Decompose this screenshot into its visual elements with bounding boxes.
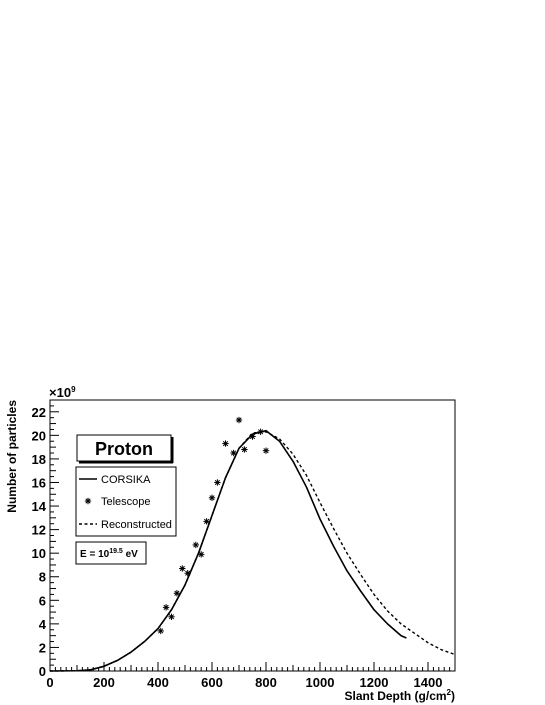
x-tick-label: 0 [46,675,53,690]
telescope-point [241,446,248,453]
legend-label-reconstructed: Reconstructed [101,519,172,531]
telescope-point [235,416,243,424]
series-telescope [157,416,270,635]
x-axis-title: Slant Depth (g/cm2) [345,688,455,703]
y-tick-label: 2 [39,640,46,655]
legend-label-corsika: CORSIKA [101,474,151,486]
x-tick-label: 1000 [306,675,335,690]
y-tick-label: 8 [39,570,46,585]
y-tick-label: 20 [32,428,46,443]
y-tick-label: 18 [32,452,46,467]
telescope-point [192,541,199,549]
telescope-point [262,447,270,454]
y-tick-label: 22 [32,405,46,420]
y-axis-tick-labels: 0 2 4 6 8 10 12 14 16 18 20 22 [32,405,47,679]
telescope-point [203,518,210,525]
series-reconstructed-line [49,431,456,672]
x-tick-label: 400 [147,675,169,690]
legend: CORSIKA Telescope Reconstructed [79,474,172,531]
telescope-point [184,570,191,577]
y-tick-label: 0 [39,664,46,679]
x-tick-label: 800 [255,675,277,690]
legend-entry-corsika: CORSIKA [79,474,151,486]
y-tick-label: 16 [32,475,46,490]
y-tick-label: 14 [32,499,47,514]
x-tick-label: 1200 [360,675,389,690]
telescope-point [179,565,186,572]
proton-label: Proton [95,439,153,459]
y-tick-label: 10 [32,546,46,561]
telescope-point [168,613,175,620]
x-tick-label: 200 [93,675,115,690]
y-multiplier: ×109 [49,385,76,400]
energy-label-box [75,541,147,565]
x-tick-label: 1400 [414,675,443,690]
x-axis-tick-labels: 0 200 400 600 800 1000 1200 1400 [46,675,442,690]
telescope-point [208,494,216,501]
series-layer [49,416,456,672]
legend-entry-telescope: Telescope [84,496,151,508]
legend-label-telescope: Telescope [101,496,151,508]
telescope-point [214,479,221,486]
telescope-point [157,627,164,635]
telescope-point [230,449,237,457]
y-tick-label: 4 [39,617,47,632]
legend-marker-telescope [84,497,92,505]
x-tick-label: 600 [201,675,223,690]
y-tick-label: 12 [32,523,46,538]
proton-label-box [76,434,172,462]
telescope-point [162,604,170,611]
telescope-point [173,590,181,597]
y-axis-ticks [50,399,59,672]
telescope-point [222,440,229,447]
telescope-point [198,551,205,558]
legend-entry-reconstructed: Reconstructed [79,519,172,531]
y-tick-label: 6 [39,593,46,608]
energy-label: E = 1019.5 eV [80,548,138,560]
y-axis-title: Number of particles [5,400,19,513]
